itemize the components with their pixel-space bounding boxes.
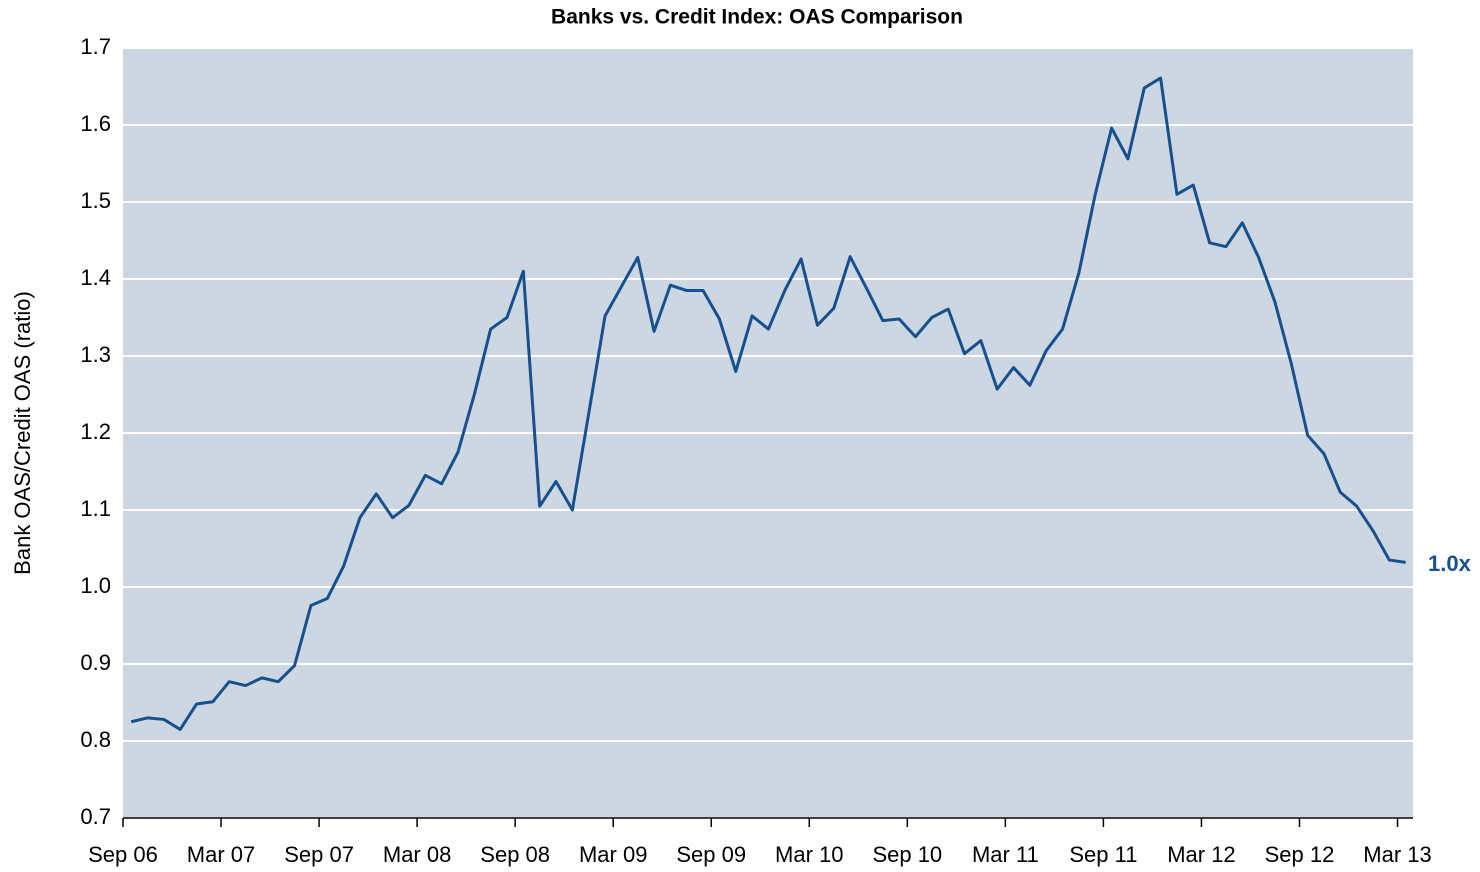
x-tick-label: Mar 10	[775, 842, 843, 867]
x-tick-label: Sep 11	[1069, 842, 1137, 867]
x-tick-label: Sep 07	[284, 842, 354, 867]
x-tick-label: Sep 10	[872, 842, 942, 867]
x-tick-label: Sep 06	[88, 842, 158, 867]
line-series	[130, 76, 1406, 731]
y-tick-label: 0.7	[80, 804, 111, 829]
y-tick-label: 1.1	[80, 496, 111, 521]
x-tick-label: Mar 09	[579, 842, 647, 867]
chart-title: Banks vs. Credit Index: OAS Comparison	[551, 6, 963, 29]
x-tick-label: Sep 09	[676, 842, 746, 867]
y-tick-label: 1.3	[80, 342, 111, 367]
x-tick-label: Sep 12	[1265, 842, 1335, 867]
y-tick-label: 0.9	[80, 650, 111, 675]
y-tick-label: 1.5	[80, 188, 111, 213]
y-tick-label: 0.8	[80, 727, 111, 752]
end-annotation: 1.0x	[1428, 551, 1472, 576]
x-tick-label: Mar 13	[1363, 842, 1431, 867]
x-tick-label: Mar 12	[1167, 842, 1235, 867]
y-tick-label: 1.7	[80, 34, 111, 59]
y-axis-label: Bank OAS/Credit OAS (ratio)	[10, 291, 35, 575]
x-tick-label: Mar 11	[972, 842, 1039, 867]
y-tick-label: 1.2	[80, 419, 111, 444]
y-tick-label: 1.0	[80, 573, 111, 598]
x-tick-label: Mar 07	[187, 842, 255, 867]
y-tick-label: 1.6	[80, 111, 111, 136]
x-tick-label: Sep 08	[480, 842, 550, 867]
x-tick-label: Mar 08	[383, 842, 451, 867]
y-tick-label: 1.4	[80, 265, 111, 290]
